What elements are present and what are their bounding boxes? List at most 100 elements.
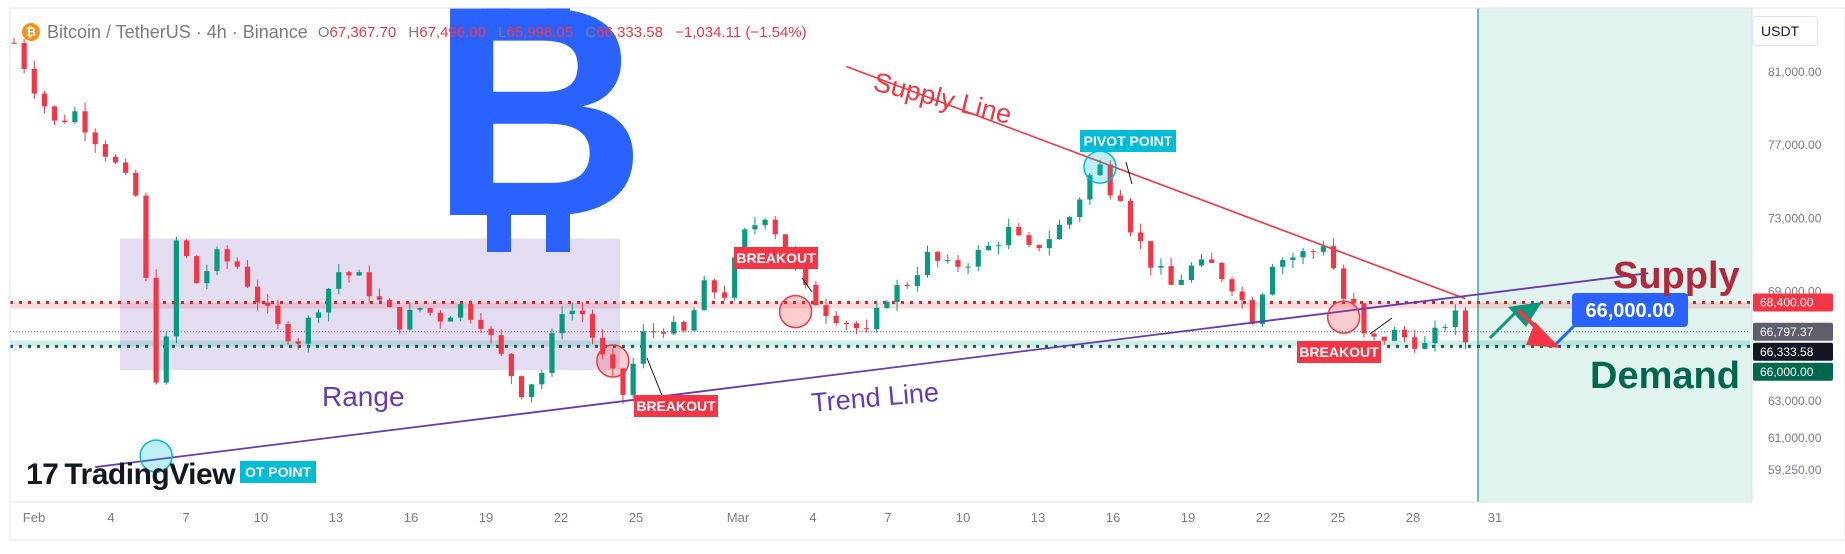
candle-body bbox=[1330, 246, 1337, 269]
symbol-legend[interactable]: ₿ Bitcoin / TetherUS · 4h · Binance O67,… bbox=[22, 20, 807, 44]
candle-body bbox=[691, 310, 697, 331]
x-tick-label: 22 bbox=[554, 510, 568, 525]
low-value: 65,998.05 bbox=[506, 23, 574, 41]
price-label: 66,797.37 bbox=[1760, 325, 1814, 339]
time-axis[interactable]: Feb 4 7 10 13 16 19 22 25 Mar 4 7 10 13 16 19 22 25 28 31 bbox=[10, 501, 1752, 525]
candle-body bbox=[275, 305, 281, 325]
candle-body bbox=[579, 310, 585, 315]
change-value: −1,034.11 (−1.54%) bbox=[675, 23, 807, 41]
candle-body bbox=[1209, 259, 1215, 263]
tradingview-logo[interactable]: 17 TradingView bbox=[26, 458, 236, 492]
price-label: 66,333.58 bbox=[1760, 345, 1814, 359]
future-zone bbox=[1478, 8, 1752, 502]
candle-body bbox=[1158, 265, 1164, 268]
candle-body bbox=[589, 314, 596, 338]
candle-body bbox=[1320, 246, 1326, 252]
bitcoin-icon: ₿ bbox=[22, 23, 40, 41]
candle-body bbox=[772, 219, 778, 235]
pivot-point-marker-top bbox=[1083, 150, 1117, 184]
x-tick-label: 4 bbox=[107, 510, 114, 525]
candle-body bbox=[133, 172, 139, 196]
candle-body bbox=[173, 240, 179, 337]
candle-body bbox=[183, 240, 190, 257]
candle-body bbox=[1067, 217, 1073, 225]
candle-body bbox=[1391, 329, 1397, 341]
candle-body bbox=[1422, 343, 1428, 349]
candle-body bbox=[1026, 235, 1032, 245]
target-pointer bbox=[1554, 324, 1576, 346]
candle-body bbox=[600, 337, 606, 355]
open-label: O bbox=[317, 23, 330, 41]
candle-body bbox=[163, 336, 169, 383]
price-axis[interactable]: 81,000.0077,000.0073,000.0069,000.0063,0… bbox=[1751, 0, 1845, 549]
candle-body bbox=[711, 280, 717, 293]
breakout-label-3: BREAKOUT bbox=[1299, 344, 1379, 360]
candle-body bbox=[803, 265, 809, 285]
breakout-label-2: BREAKOUT bbox=[736, 250, 816, 266]
candle-body bbox=[853, 323, 860, 329]
x-tick-label: 31 bbox=[1488, 510, 1502, 525]
x-tick-label: 4 bbox=[809, 510, 816, 525]
candle-body bbox=[204, 270, 210, 284]
candle-body bbox=[407, 309, 413, 330]
breakout-label-1: BREAKOUT bbox=[636, 398, 716, 414]
x-tick-label: 7 bbox=[182, 510, 189, 525]
candle-body bbox=[427, 308, 433, 313]
candle-body bbox=[1138, 232, 1144, 242]
breakout-marker-2 bbox=[778, 294, 813, 329]
x-tick-label: Mar bbox=[727, 510, 750, 525]
currency-button[interactable]: USDT bbox=[1752, 16, 1818, 46]
candle-body bbox=[468, 304, 474, 320]
candle-body bbox=[671, 321, 677, 334]
candle-body bbox=[1036, 244, 1042, 249]
supply-trendline[interactable] bbox=[846, 65, 1466, 300]
candle-body bbox=[529, 384, 535, 398]
range-label: Range bbox=[322, 381, 405, 412]
candle-body bbox=[255, 286, 261, 303]
x-tick-label: Feb bbox=[23, 510, 45, 525]
candle-body bbox=[1280, 260, 1286, 267]
target-label: 66,000.00 bbox=[1586, 300, 1675, 322]
candle-body bbox=[894, 285, 900, 302]
y-tick-label: 73,000.00 bbox=[1768, 211, 1822, 225]
candle-body bbox=[447, 317, 454, 322]
trend-line-label: Trend Line bbox=[810, 377, 940, 418]
candle-body bbox=[102, 144, 108, 157]
candle-body bbox=[701, 280, 707, 311]
candle-body bbox=[437, 312, 443, 322]
x-tick-label: 10 bbox=[254, 510, 268, 525]
demand-zone-label: Demand bbox=[1590, 355, 1740, 397]
candle-body bbox=[904, 285, 910, 287]
candle-body bbox=[762, 219, 768, 226]
candle-body bbox=[1077, 199, 1083, 218]
trend-line[interactable] bbox=[95, 272, 1649, 468]
candle-body bbox=[1148, 241, 1154, 268]
x-tick-label: 13 bbox=[1031, 510, 1045, 525]
y-tick-label: 77,000.00 bbox=[1768, 138, 1822, 152]
candle-body bbox=[1442, 327, 1448, 329]
candle-body bbox=[488, 328, 494, 336]
candle-body bbox=[11, 42, 17, 44]
down-arrow-icon bbox=[1526, 322, 1560, 348]
high-label: H bbox=[408, 23, 420, 41]
ohlc-values: O67,367.70 H67,496.00 L65,998.05 C66,333… bbox=[318, 24, 807, 41]
candle-body bbox=[1117, 195, 1123, 201]
candle-body bbox=[843, 323, 849, 325]
symbol-title[interactable]: Bitcoin / TetherUS · 4h · Binance bbox=[47, 21, 308, 42]
breakout-callout-1: BREAKOUT bbox=[634, 357, 718, 417]
candle-body bbox=[92, 132, 98, 145]
candle-body bbox=[214, 249, 220, 271]
candle-body bbox=[295, 341, 301, 344]
candle-body bbox=[1178, 279, 1184, 285]
candle-body bbox=[1381, 336, 1387, 341]
candle-body bbox=[1300, 251, 1306, 258]
breakout-marker-3 bbox=[1326, 300, 1361, 334]
close-label: C bbox=[585, 23, 597, 41]
candle-body bbox=[234, 261, 240, 267]
candle-body bbox=[52, 106, 58, 121]
chart-frame bbox=[9, 7, 1845, 541]
candle-body bbox=[681, 321, 687, 331]
x-tick-label: 16 bbox=[404, 510, 418, 525]
